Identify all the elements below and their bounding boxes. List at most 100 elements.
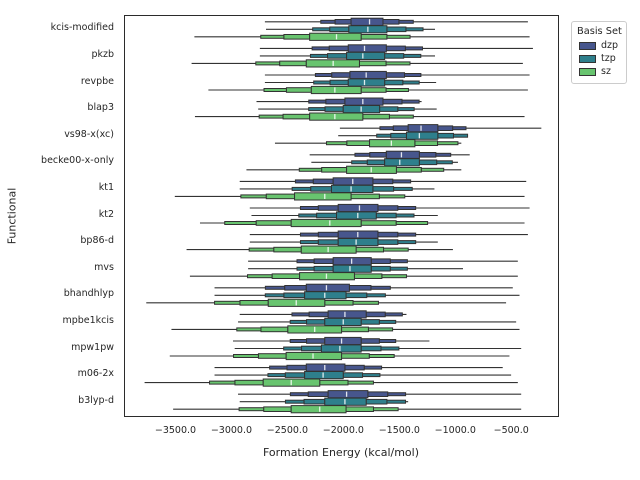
boxen-box bbox=[308, 99, 327, 104]
x-tick-label--3500: −3500.0 bbox=[154, 425, 197, 436]
boxen-box bbox=[332, 264, 372, 273]
boxen-box bbox=[385, 88, 409, 92]
sz-color-swatch bbox=[579, 67, 596, 76]
boxen-box bbox=[372, 407, 399, 412]
boxen-box bbox=[348, 285, 372, 291]
boxen-box bbox=[360, 319, 380, 325]
boxen-box bbox=[325, 98, 346, 105]
boxen-box bbox=[392, 125, 409, 132]
y-tick-label-mpw1pw: mpw1pw bbox=[71, 341, 114, 353]
boxen-box bbox=[308, 311, 329, 318]
boxen-box bbox=[337, 238, 379, 247]
boxen-box bbox=[294, 192, 352, 201]
boxen-box bbox=[381, 274, 408, 279]
boxen-box bbox=[319, 379, 349, 386]
legend-item-dzp: dzp bbox=[579, 40, 621, 51]
boxen-box bbox=[329, 79, 349, 86]
boxen-box bbox=[341, 326, 369, 333]
boxen-box bbox=[313, 265, 334, 272]
boxen-box bbox=[336, 211, 377, 220]
y-tick-label-revpbe: revpbe bbox=[80, 75, 114, 87]
boxen-box bbox=[304, 371, 344, 380]
boxen-box bbox=[320, 19, 336, 24]
boxen-box bbox=[375, 212, 397, 219]
boxen-box bbox=[238, 407, 265, 412]
boxen-box bbox=[405, 27, 424, 32]
boxen-box bbox=[283, 346, 303, 351]
boxen-box bbox=[305, 283, 350, 292]
boxen-box bbox=[397, 206, 417, 210]
boxen-box bbox=[310, 85, 362, 95]
boxen-box bbox=[385, 45, 406, 52]
boxen-box bbox=[362, 113, 390, 120]
boxen-box bbox=[382, 98, 403, 105]
boxen-box bbox=[313, 80, 331, 85]
y-tick-label-kcis-modified: kcis-modified bbox=[50, 22, 114, 34]
boxen-box bbox=[378, 194, 406, 199]
tzp-color-swatch bbox=[579, 54, 596, 63]
boxen-box bbox=[402, 80, 420, 85]
boxen-box bbox=[370, 258, 391, 264]
boxen-box bbox=[345, 406, 374, 412]
boxen-box bbox=[385, 61, 411, 66]
boxen-box bbox=[384, 79, 404, 86]
boxen-box bbox=[360, 345, 382, 352]
boxen-box bbox=[303, 398, 326, 405]
boxen-box bbox=[387, 392, 407, 397]
boxen-box bbox=[452, 126, 467, 131]
boxen-box bbox=[385, 150, 420, 159]
boxen-box bbox=[386, 34, 411, 39]
boxen-box bbox=[344, 364, 365, 371]
boxen-box bbox=[384, 53, 405, 59]
boxen-box bbox=[291, 312, 310, 317]
boxen-box bbox=[360, 338, 380, 344]
boxen-box bbox=[291, 186, 312, 191]
boxen-box bbox=[386, 26, 407, 33]
boxen-box bbox=[290, 218, 362, 228]
boxen-box bbox=[389, 266, 408, 271]
boxen-box bbox=[298, 213, 318, 218]
boxen-box bbox=[328, 45, 349, 52]
boxen-box bbox=[324, 336, 362, 346]
boxen-box bbox=[209, 380, 236, 385]
boxen-box bbox=[260, 34, 285, 39]
boxen-box bbox=[289, 392, 309, 397]
boxen-box bbox=[347, 44, 387, 53]
boxen-box bbox=[392, 179, 412, 184]
boxen-box bbox=[285, 351, 343, 361]
boxen-box bbox=[290, 405, 347, 414]
boxen-box bbox=[405, 131, 439, 140]
boxen-box bbox=[369, 152, 387, 158]
boxen-box bbox=[331, 72, 351, 78]
boxen-box bbox=[309, 32, 362, 41]
boxen-box bbox=[341, 353, 370, 359]
boxen-box bbox=[316, 212, 338, 219]
boxen-box bbox=[367, 327, 394, 332]
boxen-box bbox=[404, 46, 423, 51]
boxen-box bbox=[284, 285, 307, 291]
boxen-box bbox=[324, 300, 354, 306]
y-tick-label-mvs: mvs bbox=[94, 261, 114, 273]
boxen-box bbox=[307, 391, 329, 397]
boxen-box bbox=[436, 160, 453, 165]
boxen-box bbox=[379, 106, 399, 112]
boxen-box bbox=[317, 231, 339, 238]
boxen-box bbox=[246, 274, 273, 279]
y-tick-label-m06-2x: m06-2x bbox=[77, 368, 114, 380]
boxen-box bbox=[282, 113, 311, 120]
y-tick-label-becke00-x-only: becke00-x-only bbox=[41, 155, 114, 167]
y-axis-title: Functional bbox=[5, 187, 19, 245]
boxen-box bbox=[329, 26, 350, 33]
x-tick-label--500: −500.0 bbox=[493, 425, 529, 436]
boxen-box bbox=[384, 158, 420, 167]
boxen-box bbox=[370, 285, 391, 290]
boxen-box bbox=[395, 167, 422, 173]
boxen-box bbox=[279, 60, 307, 67]
y-tick-label-kt1: kt1 bbox=[98, 181, 114, 193]
boxen-box bbox=[398, 19, 414, 24]
boxen-box bbox=[342, 372, 364, 378]
boxen-box bbox=[283, 34, 311, 40]
boxen-box bbox=[366, 293, 386, 298]
boxen-box bbox=[401, 99, 420, 104]
boxen-box bbox=[349, 70, 387, 80]
